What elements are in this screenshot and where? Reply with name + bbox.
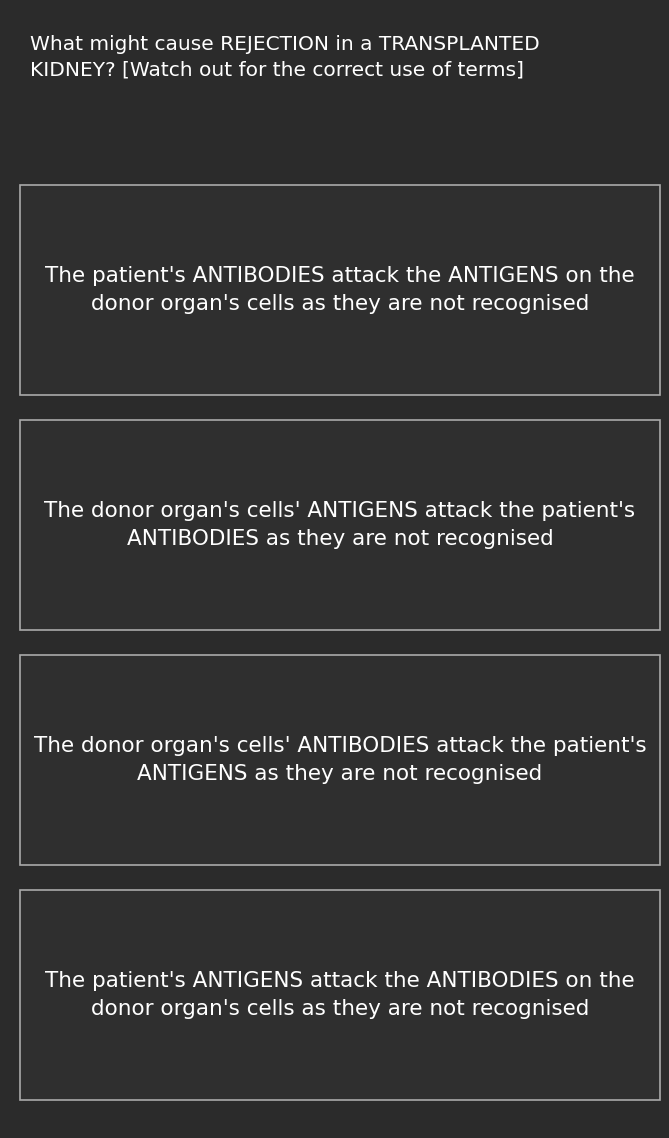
Text: The patient's ANTIBODIES attack the ANTIGENS on the
donor organ's cells as they : The patient's ANTIBODIES attack the ANTI… — [45, 266, 635, 314]
Text: The patient's ANTIGENS attack the ANTIBODIES on the
donor organ's cells as they : The patient's ANTIGENS attack the ANTIBO… — [45, 971, 635, 1019]
Text: The donor organ's cells' ANTIGENS attack the patient's
ANTIBODIES as they are no: The donor organ's cells' ANTIGENS attack… — [44, 501, 636, 549]
Text: What might cause REJECTION in a TRANSPLANTED
KIDNEY? [Watch out for the correct : What might cause REJECTION in a TRANSPLA… — [30, 35, 540, 80]
FancyBboxPatch shape — [20, 655, 660, 865]
FancyBboxPatch shape — [20, 890, 660, 1100]
FancyBboxPatch shape — [20, 185, 660, 395]
Text: The donor organ's cells' ANTIBODIES attack the patient's
ANTIGENS as they are no: The donor organ's cells' ANTIBODIES atta… — [33, 736, 646, 784]
FancyBboxPatch shape — [20, 420, 660, 630]
